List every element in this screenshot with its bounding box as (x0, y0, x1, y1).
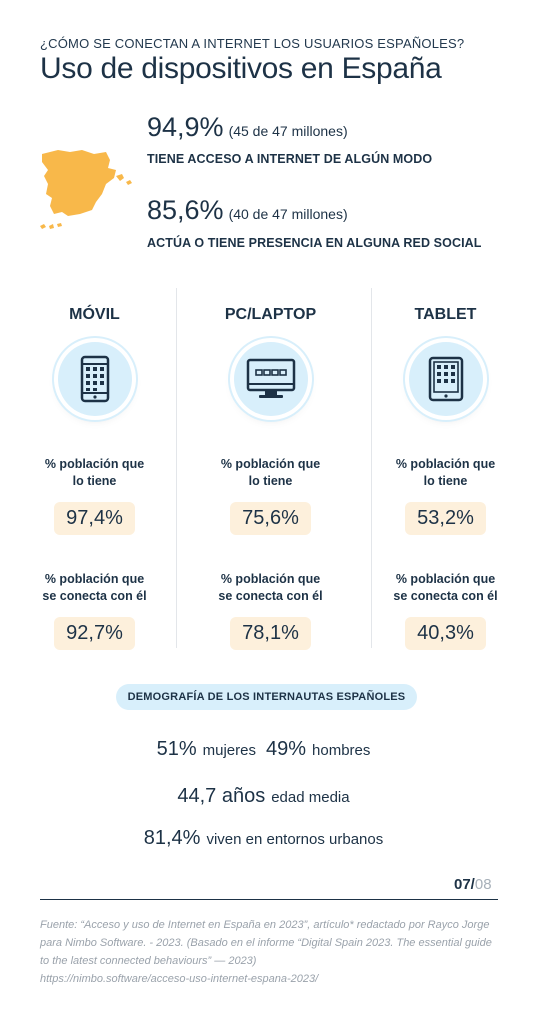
source-note: Fuente: “Acceso y uso de Internet en Esp… (40, 916, 498, 988)
stat-detail: (45 de 47 millones) (228, 123, 348, 139)
connect-label-line-2: se conecta con él (393, 589, 498, 603)
device-column-tablet: TABLET % población que lo tiene 53,2% % … (358, 300, 533, 650)
connect-label-line-1: % población que (395, 572, 496, 586)
demography-gender: 51% mujeres 49% hombres (0, 738, 537, 761)
own-label: % población que lo tiene (358, 456, 533, 490)
stat-detail: (40 de 47 millones) (228, 206, 348, 222)
mobile-phone-icon (57, 342, 132, 416)
women-label: mujeres (202, 742, 256, 759)
stat-internet-access: 94,9% (45 de 47 millones) (147, 112, 348, 143)
own-label-line-2: lo tiene (72, 474, 117, 488)
tablet-icon (408, 342, 483, 416)
device-title: PC/LAPTOP (224, 306, 317, 323)
connect-value: 40,3% (405, 617, 486, 650)
device-title: TABLET (414, 306, 477, 323)
demography-urban: 81,4% viven en entornos urbanos (0, 827, 537, 850)
own-label-line-1: % población que (220, 457, 321, 471)
connect-label-line-1: % población que (220, 572, 321, 586)
connect-label-line-1: % población que (44, 572, 145, 586)
source-line: Fuente: “Acceso y uso de Internet en Esp… (40, 919, 490, 931)
page-total: 08 (474, 876, 492, 893)
own-value: 53,2% (405, 502, 486, 535)
page-number: 07/08 (454, 876, 492, 893)
column-divider (176, 288, 177, 648)
device-column-pc: PC/LAPTOP % población que lo tiene 75,6%… (183, 300, 358, 650)
own-label: % población que lo tiene (7, 456, 182, 490)
page-current: 07/ (454, 876, 475, 893)
own-value: 75,6% (230, 502, 311, 535)
connect-label-line-2: se conecta con él (42, 589, 147, 603)
stat-caption: ACTÚA O TIENE PRESENCIA EN ALGUNA RED SO… (147, 236, 482, 250)
footer-divider (40, 899, 498, 900)
connect-label: % población que se conecta con él (358, 571, 533, 605)
monitor-icon (233, 342, 308, 416)
stat-caption: TIENE ACCESO A INTERNET DE ALGÚN MODO (147, 152, 433, 166)
connect-label: % población que se conecta con él (183, 571, 358, 605)
source-line: para Nimbo Software. - 2023. (Basado en … (40, 937, 492, 949)
men-label: hombres (312, 742, 371, 759)
demography-age: 44,7 años edad media (0, 785, 537, 808)
source-url: https://nimbo.software/acceso-uso-intern… (40, 973, 319, 985)
kicker-text: ¿CÓMO SE CONECTAN A INTERNET LOS USUARIO… (40, 36, 465, 51)
urban-value: 81,4% (143, 827, 201, 849)
connect-label-line-2: se conecta con él (218, 589, 323, 603)
connect-value: 78,1% (230, 617, 311, 650)
own-label-line-2: lo tiene (248, 474, 293, 488)
source-line: to the latest connected behaviours” — 20… (40, 955, 257, 967)
connect-label: % población que se conecta con él (7, 571, 182, 605)
stat-percent: 94,9% (147, 112, 224, 142)
own-label-line-2: lo tiene (423, 474, 468, 488)
own-value: 97,4% (54, 502, 135, 535)
own-label-line-1: % población que (44, 457, 145, 471)
column-divider (371, 288, 372, 648)
device-column-mobile: MÓVIL % población que lo tiene 97,4% % p… (7, 300, 182, 650)
own-label: % población que lo tiene (183, 456, 358, 490)
stat-social-presence: 85,6% (40 de 47 millones) (147, 195, 348, 226)
device-title: MÓVIL (69, 306, 120, 323)
demography-heading: DEMOGRAFÍA DE LOS INTERNAUTAS ESPAÑOLES (116, 684, 417, 710)
age-label: edad media (271, 789, 350, 806)
own-label-line-1: % población que (395, 457, 496, 471)
spain-map-icon (40, 150, 132, 229)
age-value: 44,7 años (177, 785, 266, 807)
connect-value: 92,7% (54, 617, 135, 650)
women-value: 51% (156, 738, 197, 760)
urban-label: viven en entornos urbanos (206, 831, 384, 848)
stat-percent: 85,6% (147, 195, 224, 225)
men-value: 49% (266, 738, 307, 760)
page-title: Uso de dispositivos en España (40, 52, 442, 85)
